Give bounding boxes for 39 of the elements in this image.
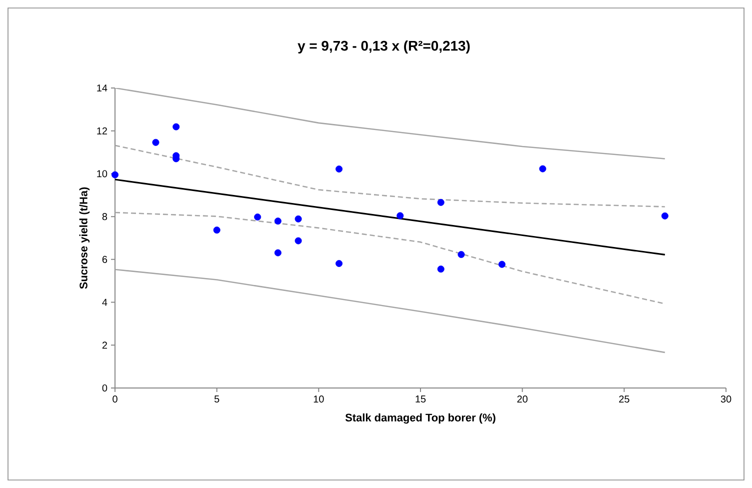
point [437,266,444,273]
point [213,226,220,234]
x-tick-label: 20 [517,396,528,403]
x-tick-label: 0 [112,396,118,403]
x-tick-label: 30 [720,396,732,403]
y-tick-label: 12 [97,127,107,134]
y-tick-label: 2 [102,342,107,349]
line-series [115,268,666,354]
y-tick-label: 6 [102,256,108,263]
x-tick-label: 10 [314,396,324,403]
point [294,215,302,222]
point [336,260,343,267]
point [458,251,465,258]
point [172,123,180,130]
point [274,249,282,256]
x-tick-label: 5 [214,396,220,402]
point [254,214,262,220]
y-axis-title: Sucrose yield (t/Ha) [79,187,90,289]
point [498,260,506,268]
line-series [115,88,666,160]
y-tick-label: 8 [102,213,108,220]
point [437,198,444,206]
point [336,166,343,172]
point [661,212,668,220]
chart-title: y = 9,73 - 0,13 x (R²=0,213) [298,40,470,54]
x-axis-title: Stalk damaged Top borer (%) [345,413,496,424]
y-tick-label: 4 [102,298,108,306]
y-tick-label: 14 [97,84,108,92]
point [539,165,546,172]
line-series [115,144,666,208]
point [112,171,118,178]
y-tick-label: 0 [102,384,108,392]
point [396,212,404,220]
point [294,237,302,244]
x-tick-label: 25 [619,396,630,403]
point [152,138,160,146]
point [274,218,282,225]
y-tick-label: 10 [97,170,108,178]
x-tick-label: 15 [416,396,426,402]
